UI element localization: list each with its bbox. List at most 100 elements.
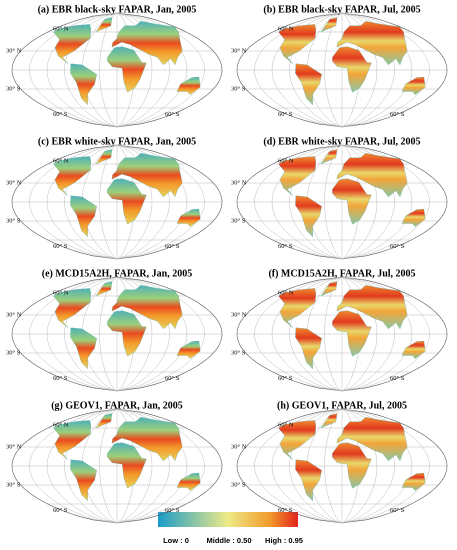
grid-label: 30° N	[231, 311, 247, 318]
landmass	[176, 340, 201, 359]
panel-title: (d) EBR white-sky FAPAR, Jul, 2005	[263, 136, 420, 147]
landmass	[107, 442, 147, 489]
landmass	[332, 46, 372, 93]
landmass	[107, 178, 147, 225]
grid-label: 30° N	[231, 47, 247, 54]
colorbar	[158, 512, 298, 527]
grid-label: 30° N	[6, 311, 22, 318]
landmass	[53, 420, 92, 460]
grid-label: 60° S	[278, 243, 293, 250]
grid-label: 30° S	[231, 349, 246, 356]
grid-label: 60° S	[53, 507, 68, 514]
landmass	[320, 149, 338, 165]
landmass	[111, 153, 183, 198]
grid-label: 60° N	[53, 289, 69, 296]
landmass	[332, 178, 372, 225]
landmass	[176, 208, 201, 227]
landmass	[401, 208, 426, 227]
grid-label: 60° N	[53, 157, 69, 164]
landmass	[95, 281, 113, 297]
grid-label: 60° N	[53, 25, 69, 32]
landmass	[320, 281, 338, 297]
grid-label: 60° S	[53, 111, 68, 118]
landmass	[111, 285, 183, 330]
grid-label: 30° S	[231, 85, 246, 92]
panel-title: (c) EBR white-sky FAPAR, Jan, 2005	[38, 136, 196, 147]
grid-label: 30° S	[6, 85, 21, 92]
landmass	[336, 153, 408, 198]
panel-title: (f) MCD15A2H, FAPAR, Jul, 2005	[268, 268, 415, 279]
grid-label: 60° N	[53, 421, 69, 428]
landmass	[336, 21, 408, 66]
grid-label: 60° S	[165, 243, 180, 250]
grid-label: 60° S	[53, 243, 68, 250]
landmass	[278, 420, 317, 460]
landmass	[176, 472, 201, 491]
grid-label: 60° N	[278, 25, 294, 32]
grid-label: 30° S	[6, 217, 21, 224]
grid-label: 60° S	[165, 111, 180, 118]
grid-label: 60° S	[165, 375, 180, 382]
grid-label: 30° N	[6, 179, 22, 186]
grid-label: 60° S	[390, 375, 405, 382]
panel-title: (g) GEOV1, FAPAR, Jan, 2005	[51, 400, 183, 411]
landmass	[53, 288, 92, 328]
panel-title: (e) MCD15A2H, FAPAR, Jan, 2005	[42, 268, 192, 279]
landmass	[320, 413, 338, 429]
panel-title: (b) EBR black-sky FAPAR, Jul, 2005	[263, 4, 420, 15]
landmass	[95, 413, 113, 429]
landmass	[278, 24, 317, 64]
landmass	[295, 459, 322, 502]
grid-label: 60° S	[390, 111, 405, 118]
landmass	[320, 17, 338, 33]
grid-label: 60° S	[53, 375, 68, 382]
grid-label: 30° N	[231, 179, 247, 186]
grid-label: 60° S	[278, 375, 293, 382]
landmass	[53, 156, 92, 196]
landmass	[295, 327, 322, 370]
grid-label: 60° S	[390, 243, 405, 250]
grid-label: 60° N	[278, 289, 294, 296]
grid-label: 60° S	[165, 507, 180, 514]
landmass	[332, 310, 372, 357]
colorbar-high: High : 0.95	[265, 536, 303, 545]
grid-label: 30° N	[6, 443, 22, 450]
landmass	[107, 310, 147, 357]
landmass	[336, 417, 408, 462]
grid-label: 60° S	[390, 507, 405, 514]
grid-label: 60° N	[278, 421, 294, 428]
grid-label: 60° N	[278, 157, 294, 164]
grid-label: 60° S	[278, 111, 293, 118]
landmass	[332, 442, 372, 489]
grid-label: 30° N	[6, 47, 22, 54]
landmass	[70, 63, 97, 106]
grid-label: 30° S	[231, 217, 246, 224]
grid-label: 30° S	[6, 481, 21, 488]
landmass	[295, 195, 322, 238]
landmass	[111, 417, 183, 462]
landmass	[95, 149, 113, 165]
landmass	[70, 327, 97, 370]
panel-title: (a) EBR black-sky FAPAR, Jan, 2005	[38, 4, 197, 15]
grid-label: 30° S	[6, 349, 21, 356]
landmass	[70, 459, 97, 502]
grid-label: 60° S	[278, 507, 293, 514]
landmass	[401, 76, 426, 95]
colorbar-middle: Middle : 0.50	[206, 536, 251, 545]
landmass	[401, 340, 426, 359]
landmass	[53, 24, 92, 64]
landmass	[70, 195, 97, 238]
grid-label: 30° S	[231, 481, 246, 488]
landmass	[401, 472, 426, 491]
landmass	[336, 285, 408, 330]
landmass	[295, 63, 322, 106]
panel-title: (h) GEOV1, FAPAR, Jul, 2005	[277, 400, 407, 411]
landmass	[107, 46, 147, 93]
landmass	[95, 17, 113, 33]
landmass	[278, 288, 317, 328]
landmass	[278, 156, 317, 196]
grid-label: 30° N	[231, 443, 247, 450]
colorbar-low: Low : 0	[163, 536, 189, 545]
